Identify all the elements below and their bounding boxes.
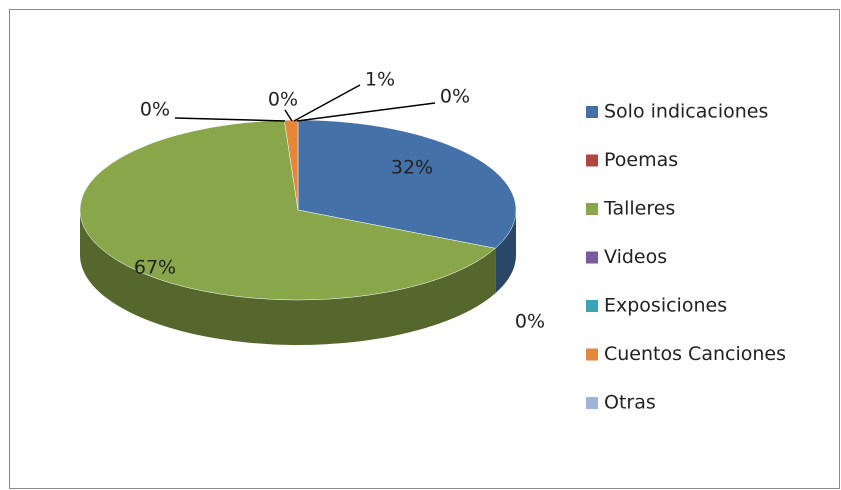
legend-label: Poemas — [604, 149, 678, 171]
data-label: 32% — [391, 157, 433, 179]
legend-label: Otras — [604, 392, 656, 414]
legend-label: Solo indicaciones — [604, 101, 768, 123]
leader-line — [293, 84, 361, 122]
data-label: 0% — [515, 311, 545, 333]
leader-line — [296, 102, 436, 122]
pie-slice — [79, 119, 496, 301]
pie-slice-side — [80, 210, 496, 345]
data-label: 67% — [134, 257, 176, 279]
leader-line — [284, 109, 293, 122]
legend-swatch — [586, 397, 598, 409]
legend-swatch — [586, 154, 598, 167]
legend-swatch — [586, 251, 598, 264]
legend-swatch — [586, 203, 598, 215]
legend-swatch — [586, 106, 598, 118]
pie-slice-side — [495, 210, 516, 294]
leader-line — [174, 117, 286, 122]
pie-slice — [297, 119, 517, 249]
legend-swatch — [586, 300, 598, 312]
data-label: 0% — [440, 86, 470, 108]
data-label: 0% — [268, 89, 298, 111]
legend-label: Exposiciones — [604, 295, 727, 317]
legend-label: Cuentos Canciones — [604, 343, 786, 365]
legend-label: Videos — [604, 246, 667, 268]
data-label: 1% — [365, 69, 395, 91]
legend-swatch — [586, 348, 598, 361]
data-label: 0% — [140, 99, 170, 121]
legend-label: Talleres — [603, 198, 675, 220]
